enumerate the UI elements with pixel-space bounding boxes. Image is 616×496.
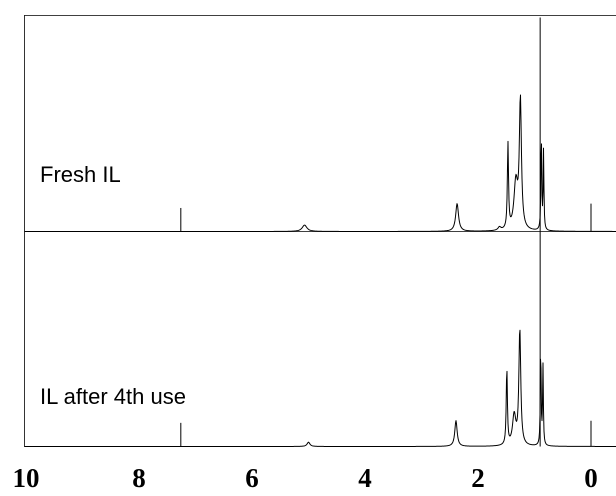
sample-labels-layer: Fresh IL IL after 4th use [40, 162, 186, 409]
panel-label: Fresh IL [40, 162, 121, 187]
spectrum-line [24, 94, 616, 232]
panel-label: IL after 4th use [40, 384, 186, 409]
x-axis-tick-labels: 10 8 6 4 2 0 [13, 463, 598, 493]
x-tick-label: 10 [13, 463, 40, 493]
x-tick-label: 4 [358, 463, 372, 493]
spectrum-line [24, 329, 616, 447]
x-tick-label: 8 [132, 463, 146, 493]
spectra-layer [24, 17, 616, 447]
x-tick-label: 2 [471, 463, 485, 493]
spectrum-panel-1 [24, 17, 616, 232]
x-tick-label: 6 [245, 463, 259, 493]
spectrum-panel-2 [24, 231, 616, 447]
x-tick-label: 0 [584, 463, 598, 493]
